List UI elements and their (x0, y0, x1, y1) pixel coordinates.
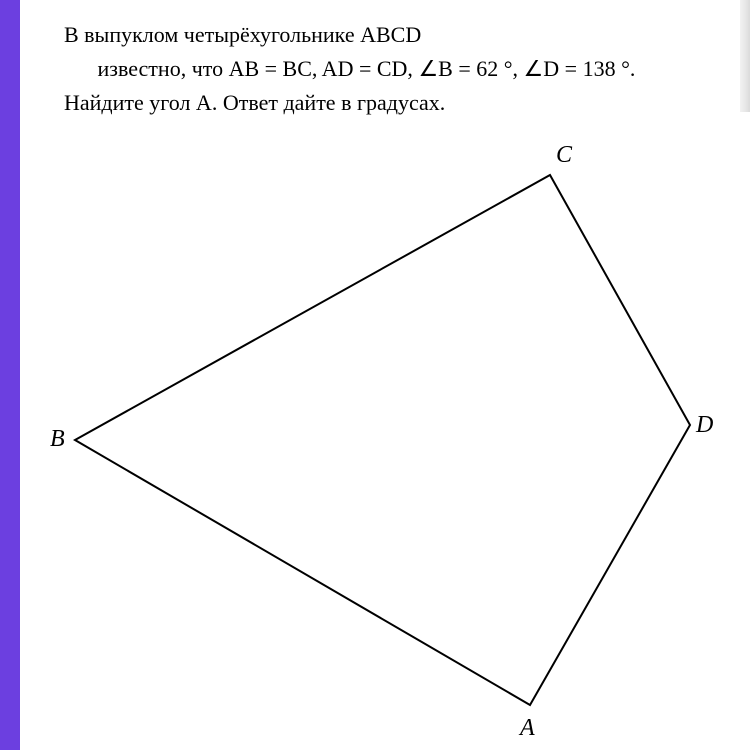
label-c: C (556, 142, 573, 168)
label-d: D (695, 412, 713, 438)
right-edge-shadow (740, 0, 750, 112)
problem-angle-b: ∠B = 62 °, (418, 56, 523, 81)
diagram-container: B C D A (40, 140, 740, 740)
problem-line-2-prefix: известно, что AB = BC, AD = CD, (98, 56, 419, 81)
quadrilateral-abcd (75, 175, 690, 705)
label-a: A (518, 715, 535, 740)
problem-text: В выпуклом четырёхугольнике ABCD известн… (64, 18, 724, 120)
problem-angle-d: ∠D = 138 °. (524, 56, 636, 81)
page-root: В выпуклом четырёхугольнике ABCD известн… (0, 0, 750, 750)
diagram-svg: B C D A (40, 140, 740, 740)
problem-line-2: известно, что AB = BC, AD = CD, ∠B = 62 … (64, 52, 724, 86)
left-stripe (0, 0, 20, 750)
problem-line-3: Найдите угол A. Ответ дайте в градусах. (64, 86, 724, 120)
problem-line-1: В выпуклом четырёхугольнике ABCD (64, 18, 724, 52)
label-b: B (50, 426, 65, 452)
